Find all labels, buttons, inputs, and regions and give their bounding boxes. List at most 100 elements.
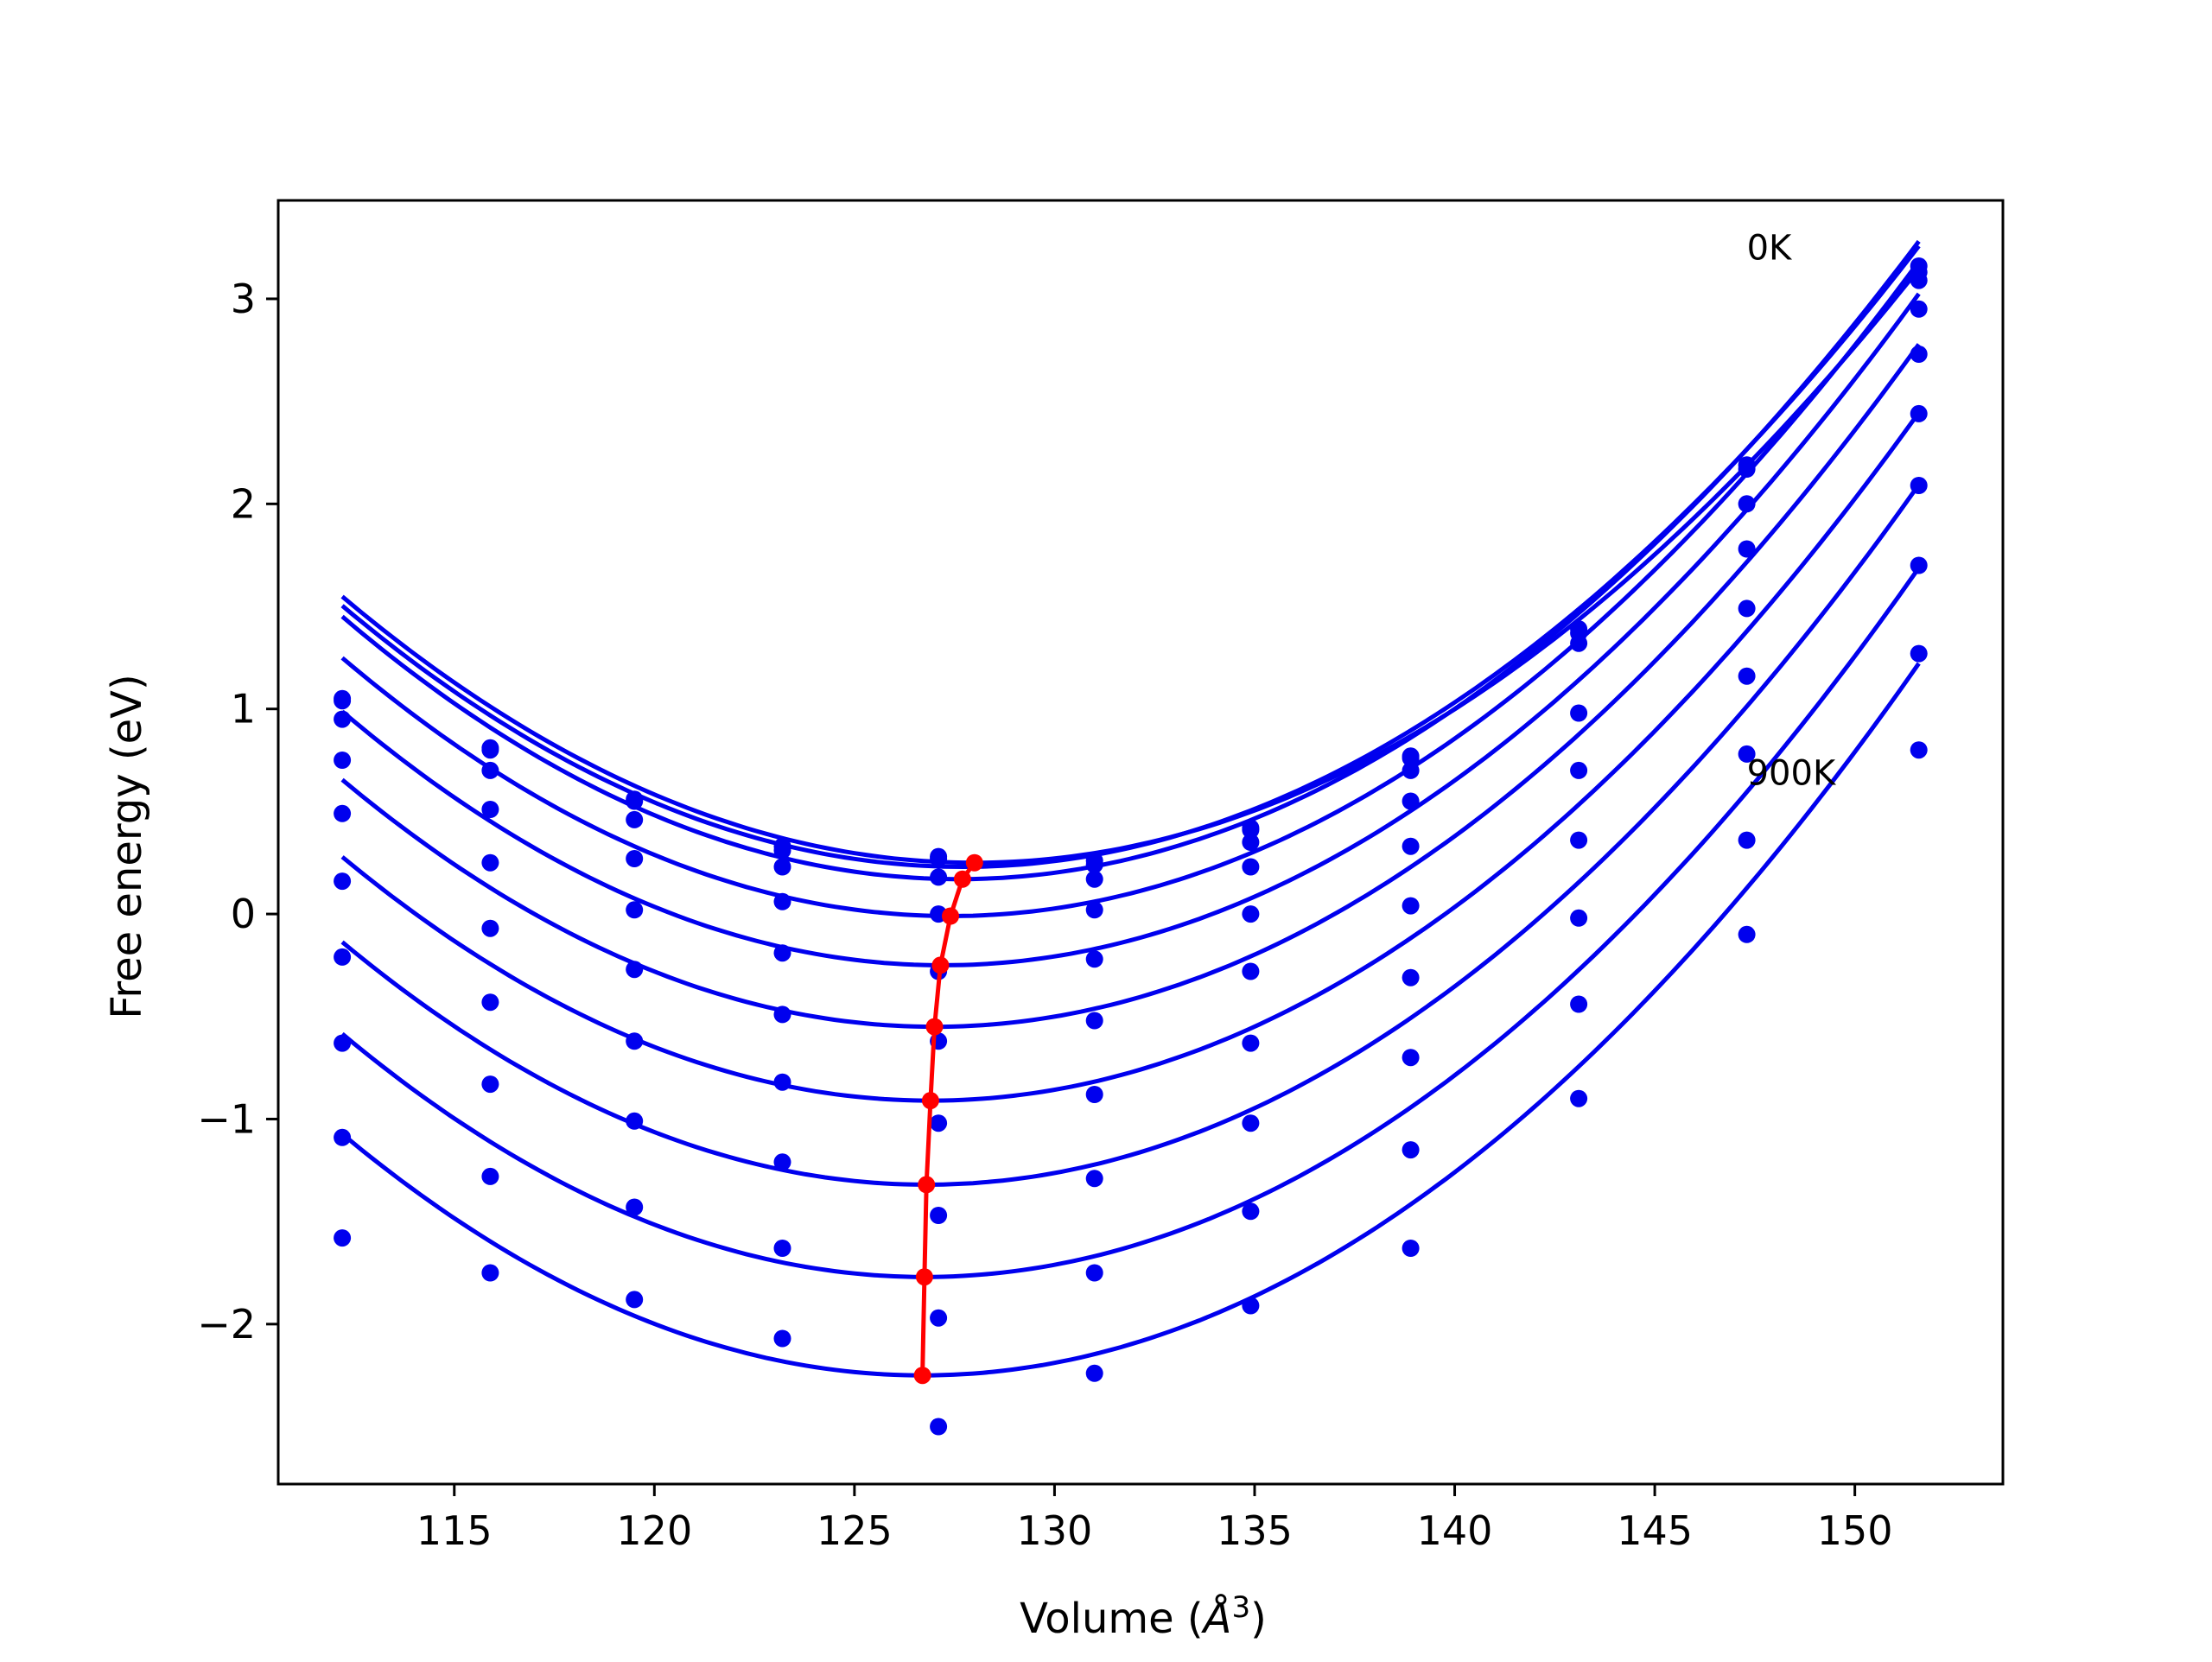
data-point-s10-4 <box>773 1329 791 1348</box>
data-point-s6-7 <box>1242 962 1260 980</box>
x-tick-label-130: 130 <box>1017 1507 1093 1554</box>
x-tick-label-125: 125 <box>817 1507 893 1554</box>
data-point-s8-3 <box>626 1112 644 1130</box>
data-point-s8-10 <box>1738 831 1756 849</box>
data-point-s4-9 <box>1570 704 1588 722</box>
data-point-s4-1 <box>334 752 352 769</box>
data-point-s4-7 <box>1242 858 1260 876</box>
data-point-s10-1 <box>334 1229 352 1247</box>
data-point-s6-10 <box>1738 667 1756 685</box>
data-point-s9-1 <box>334 1128 352 1146</box>
x-axis-label-unit: Å <box>1201 1594 1232 1643</box>
data-point-s7-3 <box>626 1032 644 1050</box>
data-point-s8-11 <box>1910 556 1928 574</box>
y-axis-label: Free energy (eV) <box>103 674 151 1018</box>
y-tick-label-0: 0 <box>231 891 256 937</box>
fit-curve-10 <box>340 662 1921 1378</box>
data-point-s6-11 <box>1910 404 1928 422</box>
data-point-s9-3 <box>626 1198 644 1216</box>
fit-curve-3 <box>340 239 1921 882</box>
data-point-s6-1 <box>334 872 352 891</box>
data-point-s4-6 <box>1085 901 1103 919</box>
data-point-s6-3 <box>626 961 644 979</box>
annotations-group: 0K 900K <box>1747 229 1837 794</box>
x-tick-label-140: 140 <box>1417 1507 1493 1554</box>
data-point-s8-4 <box>773 1153 791 1171</box>
data-point-s4-8 <box>1402 792 1420 810</box>
data-point-s2-1 <box>334 692 352 710</box>
data-point-s7-11 <box>1910 477 1928 494</box>
data-point-s2-2 <box>481 741 499 759</box>
data-point-s7-5 <box>930 1114 948 1132</box>
data-point-s3-11 <box>1910 271 1928 289</box>
data-point-s9-4 <box>773 1240 791 1257</box>
fit-curve-8 <box>340 483 1921 1187</box>
data-point-s7-8 <box>1402 968 1420 986</box>
data-point-s4-10 <box>1738 540 1756 558</box>
x-axis-label-text: Volume <box>1020 1595 1174 1643</box>
data-point-s5-6 <box>1085 950 1103 968</box>
data-point-s5-3 <box>626 901 644 919</box>
minimum-path-point-9 <box>913 1367 931 1385</box>
data-point-s5-7 <box>1242 905 1260 923</box>
data-point-s9-8 <box>1402 1141 1420 1159</box>
data-point-s9-9 <box>1570 1089 1588 1107</box>
data-point-s5-2 <box>481 853 499 872</box>
data-point-s5-9 <box>1570 761 1588 779</box>
data-point-s9-7 <box>1242 1202 1260 1221</box>
data-point-s2-8 <box>1402 749 1420 767</box>
fit-curve-5 <box>340 292 1921 967</box>
data-point-s3-6 <box>1085 870 1103 888</box>
minimum-path-point-6 <box>921 1092 939 1110</box>
data-point-s4-2 <box>481 801 499 818</box>
y-tick-label-1: 1 <box>231 686 256 733</box>
data-point-s10-2 <box>481 1264 499 1282</box>
data-point-s6-4 <box>773 1005 791 1024</box>
data-point-s2-10 <box>1738 460 1756 478</box>
data-point-s10-11 <box>1910 741 1928 759</box>
data-point-s9-5 <box>930 1309 948 1327</box>
minimum-path-point-5 <box>925 1018 944 1036</box>
data-point-s5-8 <box>1402 837 1420 855</box>
annotation-label-1: 0K <box>1747 229 1793 269</box>
data-point-s7-10 <box>1738 745 1756 763</box>
fit-curve-9 <box>340 566 1921 1279</box>
data-point-s8-5 <box>930 1207 948 1224</box>
data-point-s8-1 <box>334 1034 352 1052</box>
data-point-s5-4 <box>773 944 791 962</box>
data-point-s3-1 <box>334 710 352 728</box>
data-point-s10-7 <box>1242 1297 1260 1315</box>
data-point-s8-7 <box>1242 1114 1260 1132</box>
fit-curve-6 <box>340 343 1921 1030</box>
plot-frame <box>276 199 2005 1486</box>
data-point-s10-5 <box>930 1418 948 1436</box>
data-point-s5-10 <box>1738 599 1756 618</box>
data-point-s3-9 <box>1570 634 1588 652</box>
fit-curve-7 <box>340 411 1921 1103</box>
data-point-s4-3 <box>626 850 644 867</box>
x-tick-label-120: 120 <box>616 1507 692 1554</box>
x-tick-label-115: 115 <box>416 1507 493 1554</box>
y-axis-ticks: −2 −1 0 1 2 3 <box>197 276 278 1348</box>
data-point-s6-8 <box>1402 897 1420 915</box>
data-point-s5-11 <box>1910 346 1928 363</box>
minimum-path-point-3 <box>942 907 959 925</box>
data-point-s5-1 <box>334 804 352 822</box>
data-point-s2-5 <box>930 850 948 867</box>
data-point-s6-2 <box>481 919 499 937</box>
data-point-s9-10 <box>1738 925 1756 943</box>
minimum-path-point-8 <box>915 1268 933 1286</box>
data-point-s10-3 <box>626 1291 644 1309</box>
y-tick-label--1: −1 <box>197 1095 256 1142</box>
data-point-s8-9 <box>1570 995 1588 1013</box>
data-point-s10-8 <box>1402 1240 1420 1257</box>
data-point-s3-7 <box>1242 834 1260 851</box>
data-point-s3-4 <box>773 858 791 876</box>
minimum-path-point-2 <box>953 870 971 888</box>
data-point-s6-9 <box>1570 831 1588 849</box>
data-points-group <box>334 257 1928 1436</box>
data-point-s10-6 <box>1085 1364 1103 1382</box>
data-point-s7-7 <box>1242 1034 1260 1052</box>
data-point-s7-2 <box>481 993 499 1012</box>
